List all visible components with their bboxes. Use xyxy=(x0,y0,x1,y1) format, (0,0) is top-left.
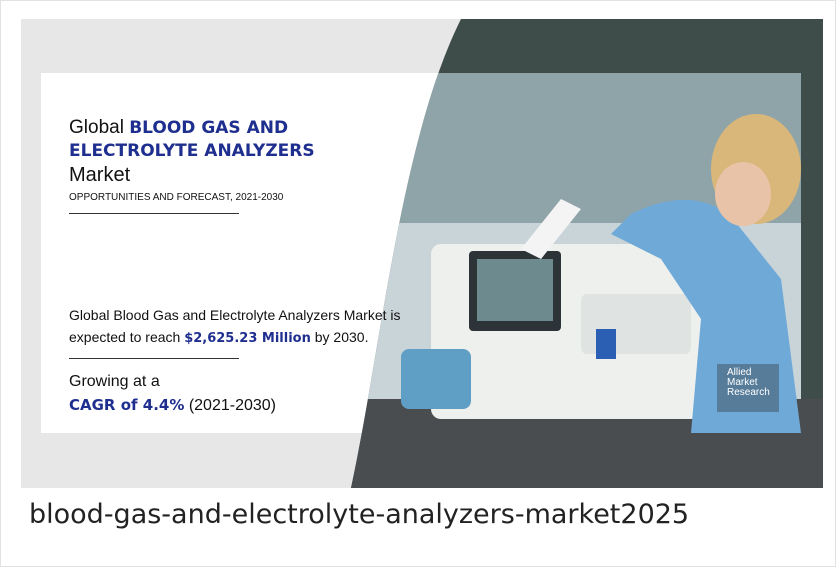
growth: CAGR of 4.4% (2021-2030) xyxy=(69,396,276,415)
statement: Global Blood Gas and Electrolyte Analyze… xyxy=(69,307,401,323)
cagr-value: CAGR of 4.4% xyxy=(69,396,184,414)
title-highlight: BLOOD GAS AND xyxy=(129,118,288,138)
logo: Allied Market Research xyxy=(727,368,789,398)
statement-text: expected to reach xyxy=(69,329,180,345)
caption: blood-gas-and-electrolyte-analyzers-mark… xyxy=(29,499,689,530)
logo-text: Research xyxy=(727,388,789,398)
divider xyxy=(69,358,239,359)
title-highlight: ELECTROLYTE ANALYZERS xyxy=(69,141,315,161)
statement-text: by 2030. xyxy=(315,329,369,345)
title-prefix: Global xyxy=(69,117,124,138)
divider xyxy=(69,213,239,214)
growth-period: (2021-2030) xyxy=(189,397,276,414)
subtitle: OPPORTUNITIES AND FORECAST, 2021-2030 xyxy=(69,192,283,203)
title-line-1: Global BLOOD GAS AND xyxy=(69,117,288,139)
statement: expected to reach $2,625.23 Million by 2… xyxy=(69,329,368,346)
title-suffix: Market xyxy=(69,164,130,187)
market-value: $2,625.23 Million xyxy=(184,331,311,346)
banner-image xyxy=(21,19,823,488)
growth-text: Growing at a xyxy=(69,373,160,391)
image-frame: Global BLOOD GAS AND ELECTROLYTE ANALYZE… xyxy=(0,0,836,567)
